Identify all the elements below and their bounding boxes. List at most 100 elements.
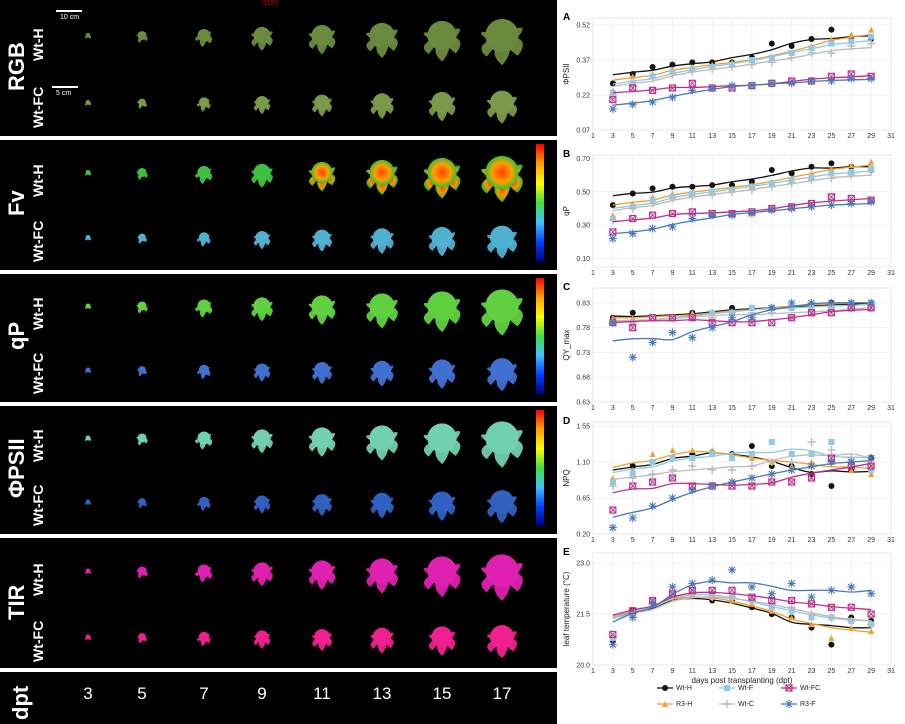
data-point: [648, 74, 657, 83]
data-point: [867, 39, 876, 48]
plant-image: [137, 366, 147, 377]
data-point: [628, 318, 637, 327]
x-tick-label: 9: [671, 405, 675, 412]
scale-bar: [56, 10, 82, 12]
data-point: [807, 176, 816, 185]
x-tick-label: 19: [768, 133, 776, 140]
x-tick-label: 9: [671, 668, 675, 675]
x-tick-label: 27: [847, 133, 855, 140]
x-tick-label: 13: [708, 537, 716, 544]
data-point: [629, 314, 636, 321]
data-point: [787, 53, 796, 62]
data-point: [807, 438, 816, 446]
data-point: [668, 494, 677, 502]
x-tick-label: 17: [748, 405, 756, 412]
data-point: [868, 158, 875, 165]
data-point: [868, 628, 875, 635]
plant-image: [136, 301, 148, 314]
plant-image: [253, 363, 271, 382]
series-line: [612, 596, 872, 622]
data-point: [708, 191, 717, 200]
data-point: [628, 514, 637, 522]
x-tick-label: 31: [887, 270, 895, 277]
panel-separator: [0, 270, 557, 274]
data-point: [767, 182, 776, 191]
y-tick-label: 0.83: [576, 300, 590, 307]
series-line: [612, 35, 872, 76]
genotype-label: Wt-H: [30, 429, 46, 462]
data-point: [768, 40, 775, 47]
plant-image: [312, 494, 332, 517]
x-tick-label: 11: [689, 668, 696, 675]
dpt-value: 5: [137, 684, 147, 703]
plant-image: [486, 90, 518, 124]
data-point: [847, 298, 856, 307]
data-point: [729, 455, 736, 461]
data-point: [628, 204, 637, 213]
dpt-value: 3: [83, 684, 93, 703]
dpt-value: 9: [257, 684, 267, 703]
y-tick-label: 1.55: [576, 424, 590, 431]
plant-image: [370, 627, 394, 654]
data-point: [608, 105, 617, 113]
plant-image: [481, 155, 523, 203]
plant-image: [370, 360, 394, 387]
legend-item: R3-H: [657, 700, 692, 708]
plant-image: [84, 435, 92, 442]
dpt-value: 13: [372, 684, 392, 703]
data-point: [608, 482, 617, 490]
data-point: [668, 328, 677, 337]
data-point: [668, 93, 677, 102]
x-tick-label: 21: [788, 133, 796, 140]
data-point: [729, 304, 736, 311]
data-point: [728, 187, 737, 196]
x-tick-label: 1: [591, 133, 595, 140]
x-tick-label: 3: [611, 270, 615, 277]
x-tick-label: 5: [631, 537, 635, 544]
plant-image: [308, 295, 336, 325]
plant-image: [196, 232, 211, 247]
data-point: [867, 610, 875, 618]
data-point: [808, 451, 815, 457]
data-point: [688, 214, 697, 223]
scale-bar-label: 5 cm: [56, 90, 72, 97]
scale-bar-label: 10 cm: [60, 14, 80, 21]
data-point: [867, 74, 876, 83]
data-point: [847, 582, 856, 591]
data-point: [808, 45, 815, 52]
x-tick-label: 15: [728, 537, 736, 544]
y-axis-label: qP: [562, 206, 571, 216]
data-point: [688, 486, 697, 494]
data-point: [649, 451, 656, 457]
x-tick-label: 23: [808, 133, 816, 140]
genotype-label: Wt-FC: [30, 352, 46, 394]
x-tick-label: 25: [828, 668, 836, 675]
data-point: [748, 57, 755, 63]
plant-image: [428, 359, 456, 389]
x-tick-label: 5: [631, 668, 635, 675]
data-point: [768, 319, 776, 327]
colorbar: [536, 278, 544, 394]
data-point: [629, 309, 636, 316]
plant-image: [481, 421, 523, 468]
data-point: [609, 202, 616, 209]
legend-label: Wt-FC: [800, 684, 821, 692]
legend-item: Wt-H: [657, 684, 692, 692]
data-point: [768, 439, 775, 445]
chart-D: 1 3 5 7 9 11 13 15 17 19 21 23 25 27 29 310.200.651.101…: [562, 416, 895, 544]
data-point: [648, 502, 657, 510]
data-point: [748, 593, 756, 601]
data-point: [628, 613, 637, 622]
plant-image: [308, 24, 336, 55]
y-tick-label: 0.20: [576, 532, 590, 539]
data-point: [748, 443, 755, 449]
plant-image: [370, 93, 394, 119]
data-point: [827, 603, 835, 611]
data-point: [628, 474, 637, 482]
data-point: [609, 80, 616, 87]
plant-image: [308, 560, 336, 590]
x-tick-label: 21: [788, 668, 796, 675]
genotype-label: Wt-FC: [30, 484, 46, 526]
plant-image: [366, 425, 398, 461]
chart-B: 1 3 5 7 9 11 13 15 17 19 21 23 25 27 29 310.100.300.500…: [562, 149, 895, 277]
